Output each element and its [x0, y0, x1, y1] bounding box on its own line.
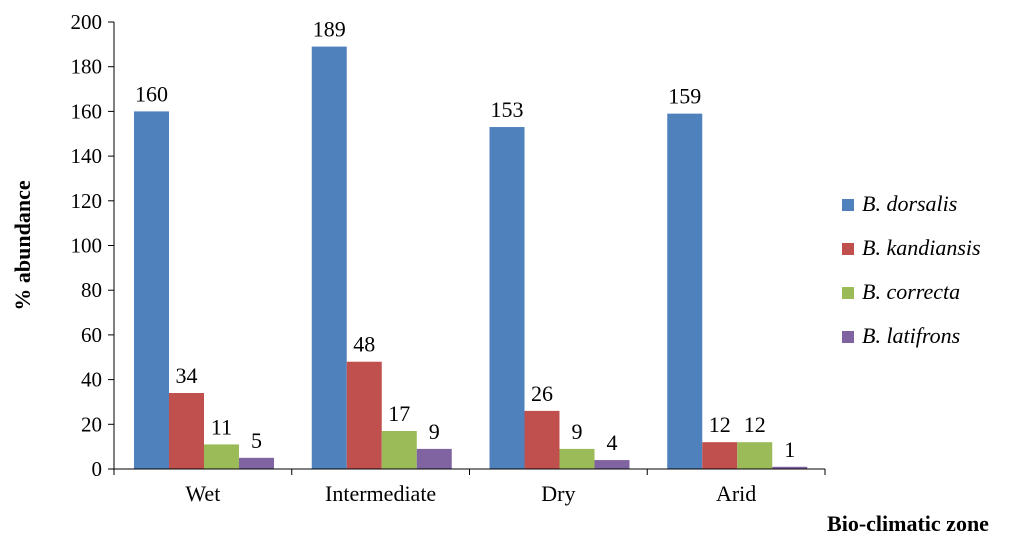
bar-value-label: 9 — [429, 419, 440, 444]
bar — [416, 448, 452, 469]
bar-value-label: 5 — [251, 428, 262, 453]
legend: B. dorsalis B. kandiansis B. correcta B. la… — [842, 191, 981, 348]
y-axis-ticks: 0 20 40 60 80 100 120 140 160 180 200 — [71, 10, 114, 481]
bar-value-label: 11 — [211, 414, 232, 439]
x-category-label: Intermediate — [325, 481, 436, 506]
bar-value-label: 12 — [744, 412, 766, 437]
bar — [346, 361, 382, 469]
legend-swatch — [842, 287, 854, 299]
bar — [204, 444, 239, 469]
bar — [559, 448, 595, 469]
y-tick-label: 160 — [71, 99, 103, 123]
y-tick-label: 80 — [81, 278, 102, 302]
bars — [134, 46, 808, 470]
x-category-label: Dry — [541, 481, 575, 506]
legend-label: B. latifrons — [862, 323, 960, 348]
legend-swatch — [842, 199, 854, 211]
legend-label: B. kandiansis — [862, 235, 981, 260]
y-tick-label: 120 — [71, 189, 103, 213]
y-tick-label: 40 — [81, 368, 102, 392]
bar — [489, 127, 525, 470]
y-tick-label: 100 — [71, 234, 103, 258]
category-labels: Wet Intermediate Dry Arid — [113, 469, 826, 506]
y-tick-label: 200 — [71, 10, 103, 34]
bar-value-label: 159 — [668, 84, 701, 109]
bar — [524, 410, 560, 469]
y-tick-label: 0 — [92, 457, 103, 481]
bar-value-label: 189 — [313, 17, 346, 42]
bar — [381, 431, 417, 469]
x-category-label: Wet — [185, 481, 220, 506]
bar-value-label: 153 — [491, 97, 524, 122]
bar-value-label: 34 — [176, 363, 198, 388]
y-tick-label: 140 — [71, 144, 103, 168]
bar — [594, 460, 630, 469]
legend-label: B. dorsalis — [862, 191, 957, 216]
bar-value-label: 26 — [531, 381, 553, 406]
bar-value-label: 1 — [784, 437, 795, 462]
x-category-label: Arid — [716, 481, 756, 506]
bar-value-label: 9 — [572, 419, 583, 444]
bar — [169, 393, 204, 469]
bar-value-label: 17 — [388, 401, 410, 426]
bar — [239, 457, 274, 469]
legend-swatch — [842, 243, 854, 255]
bar — [134, 111, 169, 470]
y-axis-title: % abundance — [10, 180, 35, 310]
bar-value-label: 12 — [709, 412, 731, 437]
bar-value-label: 4 — [607, 430, 618, 455]
legend-swatch — [842, 331, 854, 343]
bar — [667, 113, 703, 469]
bar — [772, 466, 808, 469]
bar — [702, 442, 738, 469]
legend-label: B. correcta — [862, 279, 960, 304]
bar-value-label: 160 — [135, 81, 168, 106]
bar-value-label: 48 — [353, 332, 375, 357]
y-tick-label: 20 — [81, 412, 102, 436]
y-tick-label: 180 — [71, 55, 103, 79]
y-tick-label: 60 — [81, 323, 102, 347]
bar — [737, 442, 773, 469]
x-axis-title: Bio-climatic zone — [827, 511, 989, 536]
bar — [311, 46, 347, 470]
